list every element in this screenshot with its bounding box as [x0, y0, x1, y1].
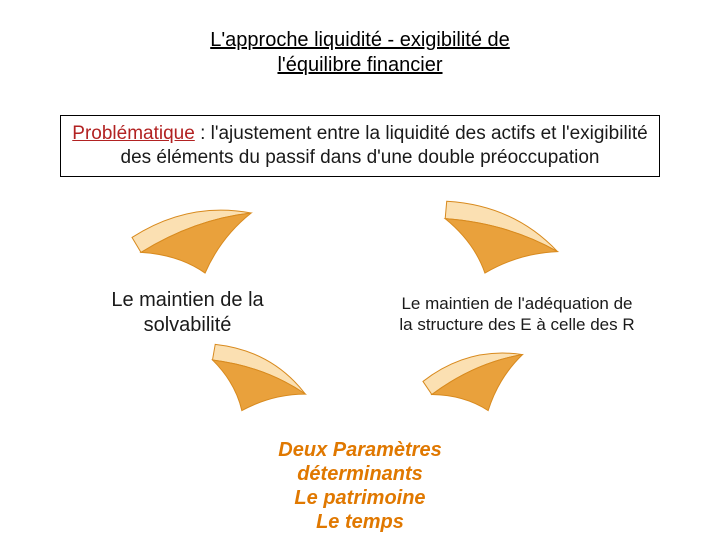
box-left: Le maintien de la solvabilité [75, 288, 300, 338]
arrow-bottom-right [414, 334, 539, 433]
bottom-line1: Deux Paramètres [278, 439, 441, 461]
box-right: Le maintien de l'adéquation de la struct… [362, 293, 672, 336]
arrow-bottom-left [190, 334, 315, 433]
box-left-line1: Le maintien de la [111, 289, 263, 311]
title-line2: l'équilibre financier [277, 54, 442, 76]
bottom-text: Deux Paramètres déterminants Le patrimoi… [0, 438, 720, 534]
problematique-box: Problématique : l'ajustement entre la li… [60, 115, 660, 177]
arrow-top-right [423, 190, 568, 295]
box-left-line2: solvabilité [144, 314, 232, 336]
box-right-line1: Le maintien de l'adéquation de [401, 294, 632, 313]
problematique-body: : l'ajustement entre la liquidité des ac… [121, 123, 648, 168]
problematique-label: Problématique [72, 123, 195, 144]
title-line1: L'approche liquidité - exigibilité de [210, 29, 510, 51]
bottom-line3: Le patrimoine [294, 487, 425, 509]
bottom-line4: Le temps [316, 511, 404, 533]
bottom-line2: déterminants [297, 463, 423, 485]
arrow-top-left [123, 190, 268, 295]
page-title: L'approche liquidité - exigibilité de l'… [0, 0, 720, 78]
box-right-line2: la structure des E à celle des R [399, 315, 634, 334]
